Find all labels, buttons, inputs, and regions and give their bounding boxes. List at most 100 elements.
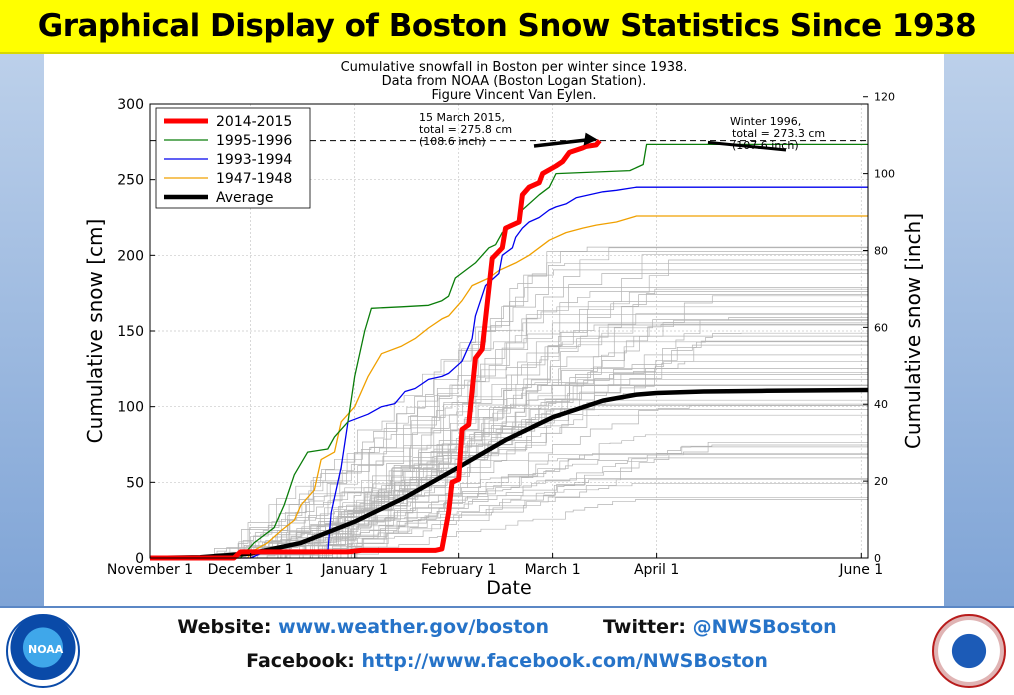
historical-winter-line — [150, 246, 868, 559]
facebook-contact: Facebook: http://www.facebook.com/NWSBos… — [246, 650, 768, 672]
annotation-1996-line: Winter 1996, — [730, 115, 801, 128]
series-line-1947-1948 — [150, 215, 868, 559]
historical-winter-line — [150, 399, 868, 559]
historical-winter-line — [150, 374, 868, 559]
nws-logo-icon — [932, 614, 1006, 688]
x-tick-label: January 1 — [320, 562, 387, 578]
historical-winter-line — [150, 405, 868, 559]
historical-winter-line — [150, 371, 868, 559]
chart-panel: Cumulative snowfall in Boston per winter… — [44, 54, 944, 606]
historical-winter-line — [150, 251, 868, 559]
annotation-2015-line: 15 March 2015, — [419, 111, 505, 124]
historical-winter-line — [150, 254, 868, 559]
footer-facebook-row: Facebook: http://www.facebook.com/NWSBos… — [0, 650, 1014, 672]
series-line-1993-1994 — [150, 186, 868, 559]
facebook-link[interactable]: http://www.facebook.com/NWSBoston — [361, 650, 768, 672]
y2-tick-label: 60 — [874, 321, 888, 334]
legend-label: 1993-1994 — [216, 152, 292, 168]
footer: NOAA Website: www.weather.gov/boston Twi… — [0, 606, 1014, 695]
twitter-link[interactable]: @NWSBoston — [692, 616, 837, 638]
historical-winter-line — [150, 454, 868, 559]
page-title: Graphical Display of Boston Snow Statist… — [37, 8, 977, 44]
x-tick-label: April 1 — [634, 562, 679, 578]
y2-tick-label: 40 — [874, 398, 888, 411]
y2-tick-label: 80 — [874, 244, 888, 257]
historical-winter-line — [150, 452, 868, 559]
legend-label: 1995-1996 — [216, 133, 292, 149]
website-label: Website: — [177, 616, 272, 638]
y-tick-label: 200 — [117, 248, 144, 264]
historical-winter-line — [150, 454, 868, 559]
y2-tick-label: 120 — [874, 91, 895, 104]
chart-title-line: Data from NOAA (Boston Logan Station). — [382, 74, 647, 89]
noaa-logo-icon: NOAA — [6, 614, 80, 688]
x-tick-label: February 1 — [421, 562, 496, 578]
historical-winter-line — [150, 403, 868, 559]
annotation-1996-line: total = 273.3 cm — [732, 127, 825, 140]
historical-winter-line — [150, 446, 868, 559]
y2-axis-label: Cumulative snow [inch] — [901, 213, 925, 449]
y-axis-label: Cumulative snow [cm] — [83, 219, 107, 444]
historical-winter-line — [150, 478, 868, 559]
historical-winter-line — [150, 324, 868, 559]
historical-winter-line — [150, 319, 868, 559]
historical-winter-line — [150, 301, 868, 559]
chart-title-line: Cumulative snowfall in Boston per winter… — [341, 60, 688, 75]
historical-winter-line — [150, 294, 868, 559]
left-border-panel — [0, 54, 44, 606]
x-tick-label: December 1 — [208, 562, 294, 578]
annotation-2015-line: (108.6 inch) — [419, 135, 486, 148]
x-tick-label: June 1 — [838, 562, 883, 578]
y2-tick-label: 0 — [874, 552, 881, 565]
footer-contact-row: Website: www.weather.gov/boston Twitter:… — [0, 616, 1014, 638]
series-line-2014-2015 — [150, 139, 602, 561]
historical-winter-line — [150, 319, 868, 559]
historical-winter-line — [150, 379, 868, 559]
legend-box — [155, 107, 311, 209]
annotation-2015-arrow — [533, 137, 590, 148]
historical-winter-line — [150, 434, 868, 559]
historical-winter-line — [150, 344, 868, 559]
y2-tick-label: 100 — [874, 168, 895, 181]
legend-label: 1947-1948 — [216, 171, 292, 187]
annotation-1996-arrow — [707, 140, 787, 152]
historical-winter-line — [150, 499, 868, 559]
historical-winter-line — [150, 478, 868, 559]
title-banner: Graphical Display of Boston Snow Statist… — [0, 0, 1014, 54]
historical-winter-line — [150, 384, 868, 559]
annotation-2015-arrowhead — [583, 132, 598, 146]
x-tick-label: November 1 — [107, 562, 193, 578]
y2-tick-label: 20 — [874, 475, 888, 488]
chart-title-line: Figure Vincent Van Eylen. — [431, 88, 596, 103]
historical-winter-line — [150, 306, 868, 559]
x-tick-label: March 1 — [525, 562, 581, 578]
y-tick-label: 250 — [117, 173, 144, 189]
historical-winter-line — [150, 441, 868, 559]
legend-label: 2014-2015 — [216, 114, 292, 130]
historical-winter-line — [150, 273, 868, 559]
website-contact: Website: www.weather.gov/boston — [177, 616, 549, 638]
y-tick-label: 300 — [117, 97, 144, 113]
historical-winter-line — [150, 313, 868, 559]
y-tick-label: 150 — [117, 324, 144, 340]
historical-winter-line — [150, 247, 868, 559]
annotation-2015-line: total = 275.8 cm — [419, 123, 512, 136]
twitter-contact: Twitter: @NWSBoston — [603, 616, 837, 638]
historical-winter-line — [150, 262, 868, 559]
historical-winter-line — [150, 269, 868, 559]
historical-winter-line — [150, 288, 868, 559]
snowfall-chart: Cumulative snowfall in Boston per winter… — [83, 60, 925, 599]
historical-winter-line — [150, 340, 868, 559]
legend-label: Average — [216, 190, 274, 206]
website-link[interactable]: www.weather.gov/boston — [278, 616, 550, 638]
historical-winter-line — [150, 409, 868, 559]
twitter-label: Twitter: — [603, 616, 686, 638]
historical-winters-group — [150, 246, 868, 559]
x-axis-label: Date — [486, 577, 531, 599]
historical-winter-line — [150, 385, 868, 559]
historical-winter-line — [150, 259, 868, 559]
facebook-label: Facebook: — [246, 650, 355, 672]
y-tick-label: 0 — [135, 551, 144, 567]
historical-winter-line — [150, 332, 868, 559]
y-tick-label: 100 — [117, 400, 144, 416]
